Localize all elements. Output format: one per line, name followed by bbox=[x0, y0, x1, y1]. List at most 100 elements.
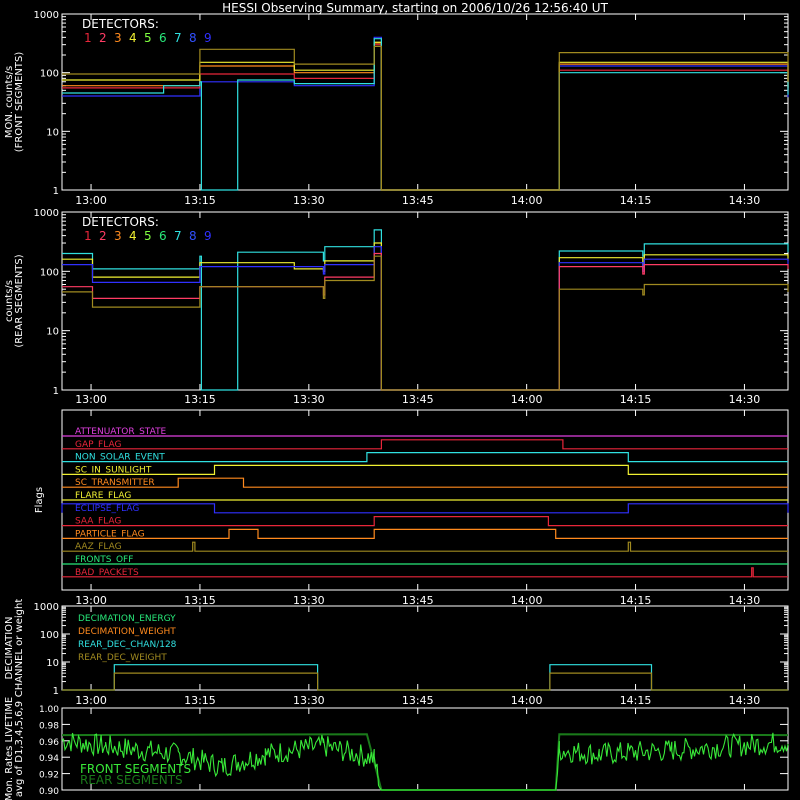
series-line-olive bbox=[62, 45, 789, 191]
y-tick-label: 100 bbox=[40, 267, 59, 278]
x-tick-label: 13:30 bbox=[293, 594, 325, 607]
series-line-7 bbox=[62, 38, 789, 191]
series-line-2 bbox=[62, 252, 789, 391]
y-tick-label: 10 bbox=[46, 127, 59, 138]
series-line-3 bbox=[62, 42, 789, 191]
flag-line bbox=[61, 503, 789, 514]
x-tick-label: 13:30 bbox=[293, 393, 325, 406]
x-tick-label: 14:30 bbox=[729, 694, 761, 707]
panel-frame bbox=[61, 13, 789, 191]
series-line bbox=[62, 672, 788, 691]
plot-title: HESSI Observing Summary, starting on 200… bbox=[222, 1, 608, 15]
flag-label: SC_TRANSMITTER bbox=[75, 478, 155, 488]
legend-digit-6: 6 bbox=[159, 31, 167, 45]
y-tick-label: 100 bbox=[40, 630, 59, 641]
x-tick-label: 13:30 bbox=[293, 194, 325, 207]
x-tick-label: 14:15 bbox=[620, 594, 652, 607]
y-tick-label: 0.92 bbox=[39, 771, 59, 781]
legend-digit-5: 5 bbox=[144, 31, 152, 45]
y-tick-label: 1 bbox=[53, 686, 59, 697]
legend-digit-9: 9 bbox=[204, 31, 212, 45]
series-line-7 bbox=[62, 229, 789, 391]
y-tick-label: 100 bbox=[40, 69, 59, 80]
series-line bbox=[62, 664, 788, 691]
legend-entry: REAR_DEC_CHAN/128 bbox=[78, 640, 177, 650]
x-tick-label: 13:15 bbox=[184, 194, 216, 207]
legend-digit-9: 9 bbox=[204, 229, 212, 243]
y-tick-label: 0.94 bbox=[39, 754, 59, 764]
legend-entry: FRONT SEGMENTS bbox=[80, 762, 191, 776]
flag-label: ATTENUATOR_STATE bbox=[75, 427, 167, 437]
x-tick-label: 14:00 bbox=[511, 694, 543, 707]
legend-title: DETECTORS: bbox=[82, 17, 159, 31]
flag-label: SC_IN_SUNLIGHT bbox=[75, 465, 152, 475]
flag-line bbox=[62, 452, 788, 463]
legend-digit-2: 2 bbox=[99, 31, 107, 45]
x-tick-label: 14:15 bbox=[620, 393, 652, 406]
legend-digit-6: 6 bbox=[159, 229, 167, 243]
x-tick-label: 13:00 bbox=[75, 694, 107, 707]
flag-line bbox=[62, 541, 788, 552]
flag-label: NON_SOLAR_EVENT bbox=[75, 453, 165, 463]
x-tick-label: 13:00 bbox=[75, 393, 107, 406]
y-tick-label: 10 bbox=[46, 658, 59, 669]
flag-label: BAD_PACKETS bbox=[75, 568, 139, 578]
legend-entry: DECIMATION_ENERGY bbox=[78, 614, 176, 624]
flag-line bbox=[62, 464, 788, 475]
x-tick-label: 13:15 bbox=[184, 694, 216, 707]
y-axis-label: (FRONT SEGMENTS) bbox=[14, 52, 25, 153]
legend-digit-4: 4 bbox=[129, 31, 137, 45]
x-tick-label: 13:15 bbox=[184, 594, 216, 607]
flag-line bbox=[62, 439, 788, 450]
legend-digit-4: 4 bbox=[129, 229, 137, 243]
legend-entry: REAR_DEC_WEIGHT bbox=[78, 653, 167, 663]
legend-digit-2: 2 bbox=[99, 229, 107, 243]
x-tick-label: 13:45 bbox=[402, 694, 434, 707]
y-tick-label: 1000 bbox=[34, 10, 59, 21]
flag-line bbox=[62, 528, 788, 539]
flag-label: PARTICLE_FLAG bbox=[75, 529, 145, 539]
legend-digit-8: 8 bbox=[189, 229, 197, 243]
x-tick-label: 14:30 bbox=[729, 393, 761, 406]
y-axis-label: CHANNEL or weight bbox=[14, 599, 25, 698]
legend-digit-3: 3 bbox=[114, 31, 122, 45]
y-axis-label: MON. counts/s bbox=[4, 66, 15, 138]
x-tick-label: 13:15 bbox=[184, 393, 216, 406]
x-tick-label: 14:00 bbox=[511, 194, 543, 207]
legend-digit-7: 7 bbox=[174, 229, 182, 243]
x-tick-label: 13:45 bbox=[402, 594, 434, 607]
x-tick-label: 14:00 bbox=[511, 594, 543, 607]
flag-label: GAP_FLAG bbox=[75, 440, 121, 450]
x-tick-label: 13:45 bbox=[402, 194, 434, 207]
y-tick-label: 0.98 bbox=[39, 721, 59, 731]
y-axis-label: (REAR SEGMENTS) bbox=[14, 254, 25, 347]
series-line-9 bbox=[62, 246, 789, 391]
y-axis-label: Flags bbox=[34, 487, 45, 513]
x-tick-label: 13:45 bbox=[402, 393, 434, 406]
flag-line bbox=[62, 477, 788, 488]
flag-label: FRONTS_OFF bbox=[75, 555, 133, 565]
legend-digit-8: 8 bbox=[189, 31, 197, 45]
series-line-9 bbox=[62, 36, 789, 191]
x-tick-label: 13:00 bbox=[75, 194, 107, 207]
y-tick-label: 1.00 bbox=[39, 705, 59, 715]
legend-entry: REAR SEGMENTS bbox=[80, 773, 183, 787]
x-tick-label: 14:30 bbox=[729, 194, 761, 207]
x-tick-label: 14:15 bbox=[620, 194, 652, 207]
y-axis-label: DECIMATION bbox=[4, 616, 15, 679]
y-axis-label: Mon. Rates LIVETIME bbox=[4, 697, 15, 800]
x-tick-label: 14:30 bbox=[729, 594, 761, 607]
flag-label: ECLIPSE_FLAG bbox=[75, 504, 139, 514]
legend-digit-1: 1 bbox=[84, 31, 92, 45]
flag-line bbox=[62, 567, 788, 578]
legend-digit-7: 7 bbox=[174, 31, 182, 45]
legend-digit-3: 3 bbox=[114, 229, 122, 243]
y-tick-label: 0.96 bbox=[39, 738, 59, 748]
x-tick-label: 13:30 bbox=[293, 694, 325, 707]
flag-label: SAA_FLAG bbox=[75, 517, 121, 527]
flag-label: AAZ_FLAG bbox=[75, 542, 122, 552]
y-tick-label: 1 bbox=[53, 386, 59, 397]
y-axis-label: avg of D1,3,4,5,6,9 bbox=[14, 701, 25, 797]
series-line-olive bbox=[62, 255, 789, 391]
